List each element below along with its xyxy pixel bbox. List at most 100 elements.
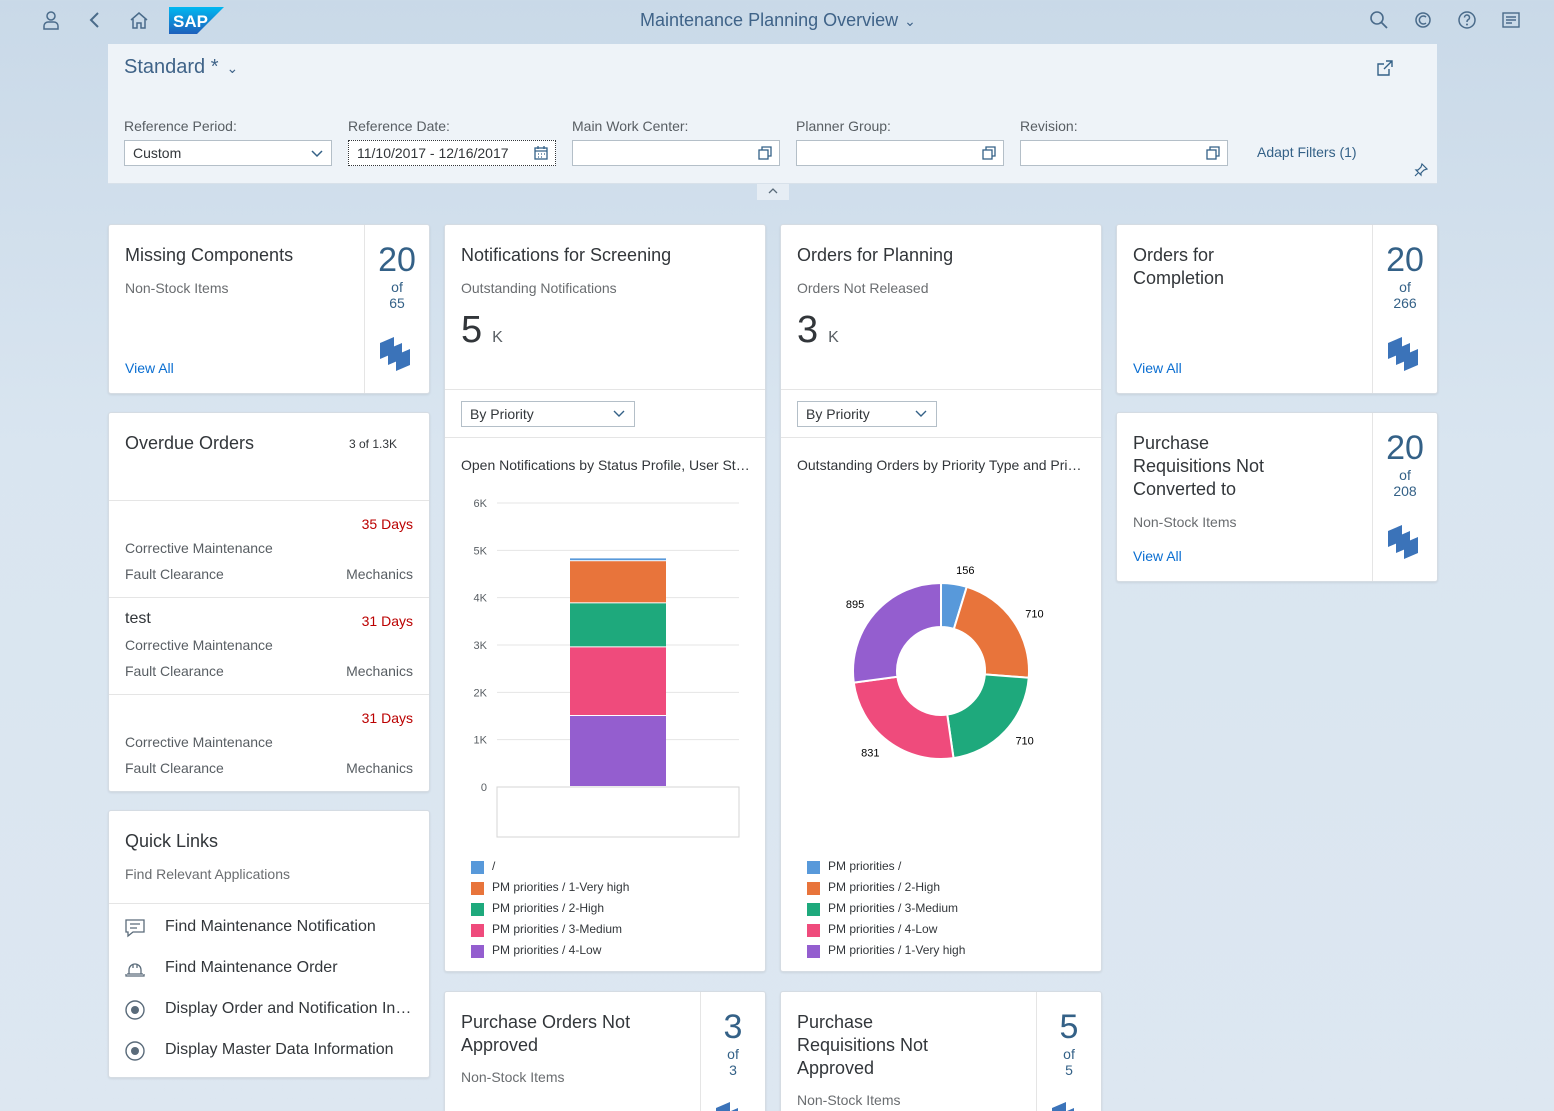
y-tick-label: 1K xyxy=(474,735,488,747)
collapse-header-button[interactable] xyxy=(757,184,789,200)
divider xyxy=(109,500,429,501)
y-tick-label: 3K xyxy=(474,640,488,652)
bar-segment[interactable] xyxy=(570,561,666,603)
data-label: 710 xyxy=(1025,609,1043,621)
view-all-link[interactable]: View All xyxy=(1133,360,1182,376)
value-help-icon[interactable] xyxy=(981,145,997,161)
kpi-total: 208 xyxy=(1393,483,1417,499)
revision-input[interactable] xyxy=(1020,140,1228,166)
order-activity: Fault Clearance xyxy=(125,663,224,679)
card-subtitle: Find Relevant Applications xyxy=(125,866,290,882)
donut-slice[interactable] xyxy=(852,675,955,760)
view-all-link[interactable]: View All xyxy=(1133,548,1182,564)
notification-icon xyxy=(125,919,145,938)
card-title: Purchase Requisitions Not Converted to xyxy=(1133,432,1264,501)
card-title-line: Converted to xyxy=(1133,479,1237,499)
bar-segment[interactable] xyxy=(570,716,666,786)
stacked-pages-icon xyxy=(380,337,410,371)
donut-slice[interactable] xyxy=(946,673,1030,760)
data-label: 895 xyxy=(846,599,864,611)
work-center: Mechanics xyxy=(346,760,413,776)
overdue-order-row[interactable]: 35 Days Corrective Maintenance Fault Cle… xyxy=(109,501,429,597)
card-title: Overdue Orders xyxy=(125,433,255,453)
quick-link-item[interactable]: Find Maintenance Order xyxy=(109,949,429,989)
adapt-filters-link[interactable]: Adapt Filters (1) xyxy=(1257,144,1357,160)
reference-period-select[interactable]: Custom xyxy=(124,140,332,166)
chevron-down-icon: ⌄ xyxy=(226,60,239,76)
kpi-panel: 20 of 266 xyxy=(1372,225,1437,393)
quick-link-label: Find Maintenance Order xyxy=(165,959,338,976)
shell-bar: SAP Maintenance Planning Overview ⌄ xyxy=(0,0,1554,40)
legend-label: PM priorities / 1-Very high xyxy=(828,943,966,957)
bar-segment[interactable] xyxy=(570,558,666,561)
chevron-down-icon xyxy=(311,150,323,158)
priority-select[interactable]: By Priority xyxy=(797,401,937,427)
copilot-icon[interactable] xyxy=(1411,8,1435,32)
priority-select[interactable]: By Priority xyxy=(461,401,635,427)
user-icon[interactable] xyxy=(39,8,63,32)
value-help-icon[interactable] xyxy=(757,145,773,161)
card-title: Purchase Requisitions Not Approved xyxy=(797,1011,928,1080)
card-subtitle: Non-Stock Items xyxy=(125,280,229,296)
donut-chart[interactable]: 156 710 710 831 895 xyxy=(781,545,1101,765)
variant-selector[interactable]: Standard * ⌄ xyxy=(124,56,238,79)
quick-link-item[interactable]: Display Order and Notification Informati… xyxy=(109,990,429,1030)
kpi-total: 65 xyxy=(389,295,405,311)
kpi-unit: K xyxy=(492,329,503,346)
notifications-menu-icon[interactable] xyxy=(1499,8,1523,32)
app-title[interactable]: Maintenance Planning Overview ⌄ xyxy=(640,10,916,31)
home-icon[interactable] xyxy=(127,8,151,32)
back-icon[interactable] xyxy=(83,8,107,32)
kpi-total: 3 xyxy=(729,1062,737,1078)
purchase-requisitions-card[interactable]: Purchase Requisitions Not Converted to N… xyxy=(1116,412,1438,582)
stacked-bar-chart[interactable]: 0 1K 2K 3K 4K 5K 6K xyxy=(445,487,765,847)
value-help-icon[interactable] xyxy=(1205,145,1221,161)
quick-link-item[interactable]: Display Master Data Information xyxy=(109,1031,429,1071)
order-name: test xyxy=(125,610,151,627)
card-title-line: Completion xyxy=(1133,268,1225,288)
kpi-value: 20 xyxy=(1386,241,1424,279)
card-title: Purchase Orders Not Approved xyxy=(461,1011,630,1057)
planner-group-input[interactable] xyxy=(796,140,1004,166)
revision-label: Revision: xyxy=(1020,118,1078,134)
kpi-number: 5 xyxy=(461,309,483,351)
donut-slice[interactable] xyxy=(952,585,1030,679)
card-title-line: Requisitions Not xyxy=(797,1035,929,1055)
main-work-center-input[interactable] xyxy=(572,140,780,166)
search-icon[interactable] xyxy=(1367,8,1391,32)
calendar-icon[interactable] xyxy=(533,145,549,161)
legend-label: PM priorities / 2-High xyxy=(492,901,605,915)
orders-planning-card[interactable]: Orders for Planning Orders Not Released … xyxy=(780,224,1102,972)
stacked-pages-icon xyxy=(1388,337,1418,371)
y-tick-label: 2K xyxy=(474,687,488,699)
overdue-order-row[interactable]: test 31 Days Corrective Maintenance Faul… xyxy=(109,598,429,694)
filter-bar: Standard * ⌄ Reference Period: Custom Ref… xyxy=(108,44,1437,184)
main-work-center-label: Main Work Center: xyxy=(572,118,689,134)
view-all-link[interactable]: View All xyxy=(125,360,174,376)
help-icon[interactable] xyxy=(1455,8,1479,32)
y-tick-label: 6K xyxy=(474,498,488,510)
sap-logo[interactable]: SAP xyxy=(169,7,224,34)
quick-link-item[interactable]: Find Maintenance Notification xyxy=(109,908,429,948)
reference-date-input[interactable]: 11/10/2017 - 12/16/2017 xyxy=(348,140,556,166)
legend-swatch xyxy=(807,861,820,874)
donut-slice[interactable] xyxy=(852,581,942,684)
overdue-orders-card[interactable]: Overdue Orders 3 of 1.3K 35 Days Correct… xyxy=(108,412,430,792)
y-tick-label: 5K xyxy=(474,545,488,557)
purchase-requisitions-not-approved-card[interactable]: Purchase Requisitions Not Approved Non-S… xyxy=(780,991,1102,1111)
missing-components-card[interactable]: Missing Components Non-Stock Items View … xyxy=(108,224,430,394)
orders-completion-card[interactable]: Orders for Completion View All 20 of 266 xyxy=(1116,224,1438,394)
pin-icon[interactable] xyxy=(1413,162,1429,178)
card-subtitle: Orders Not Released xyxy=(797,280,929,296)
helmet-icon xyxy=(125,963,145,977)
kpi-of: of xyxy=(1063,1046,1075,1062)
purchase-orders-not-approved-card[interactable]: Purchase Orders Not Approved Non-Stock I… xyxy=(444,991,766,1111)
share-icon[interactable] xyxy=(1375,58,1395,78)
card-title-line: Requisitions Not xyxy=(1133,456,1265,476)
divider xyxy=(109,694,429,695)
notifications-screening-card[interactable]: Notifications for Screening Outstanding … xyxy=(444,224,766,972)
bar-segment[interactable] xyxy=(570,647,666,715)
bar-segment[interactable] xyxy=(570,603,666,647)
overdue-order-row[interactable]: 31 Days Corrective Maintenance Fault Cle… xyxy=(109,695,429,791)
